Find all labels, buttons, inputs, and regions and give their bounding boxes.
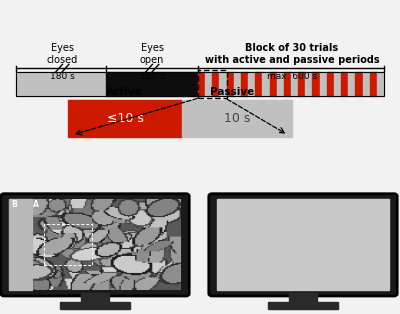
Bar [284, 72, 291, 96]
Bar [334, 72, 341, 96]
Bar [68, 100, 182, 137]
Text: 180 s: 180 s [140, 72, 164, 81]
Bar [182, 100, 292, 137]
Text: Eyes
open: Eyes open [140, 43, 164, 65]
Bar [81, 294, 109, 302]
Bar [268, 302, 338, 309]
Bar [205, 72, 212, 96]
Bar [289, 294, 317, 302]
Bar [220, 72, 227, 96]
Text: A: A [33, 200, 39, 209]
Bar [234, 72, 241, 96]
Bar [305, 72, 312, 96]
Bar [377, 72, 384, 96]
Bar [298, 72, 305, 96]
Bar [198, 70, 227, 98]
Bar [327, 72, 334, 96]
Bar [348, 72, 355, 96]
Text: max. 600 s: max. 600 s [267, 72, 317, 81]
Bar [320, 72, 327, 96]
Bar [370, 72, 377, 96]
Bar [270, 72, 277, 96]
Bar [212, 72, 220, 96]
Bar [341, 72, 348, 96]
Text: Eyes
closed: Eyes closed [46, 43, 78, 65]
Bar [262, 72, 270, 96]
Bar [198, 72, 205, 96]
Bar [241, 72, 248, 96]
Bar [106, 72, 198, 96]
Text: ≤10 s: ≤10 s [106, 112, 144, 125]
Bar [218, 199, 388, 290]
Text: 180 s: 180 s [50, 72, 74, 81]
Bar [312, 72, 320, 96]
Bar [355, 72, 362, 96]
FancyBboxPatch shape [209, 194, 397, 296]
Bar [362, 72, 370, 96]
Bar [60, 302, 130, 309]
Bar [16, 72, 106, 96]
FancyBboxPatch shape [1, 194, 189, 296]
Text: Active: Active [106, 87, 142, 97]
Text: Passive: Passive [210, 87, 254, 97]
Bar [277, 72, 284, 96]
Bar [291, 72, 298, 96]
Text: 10 s: 10 s [224, 112, 250, 125]
Bar [248, 72, 255, 96]
Text: Block of 30 trials
with active and passive periods: Block of 30 trials with active and passi… [205, 43, 379, 65]
Bar [227, 72, 234, 96]
Bar [255, 72, 262, 96]
Bar [16, 72, 384, 96]
Bar [10, 199, 32, 290]
Text: B: B [11, 200, 17, 209]
Bar [44, 224, 92, 265]
